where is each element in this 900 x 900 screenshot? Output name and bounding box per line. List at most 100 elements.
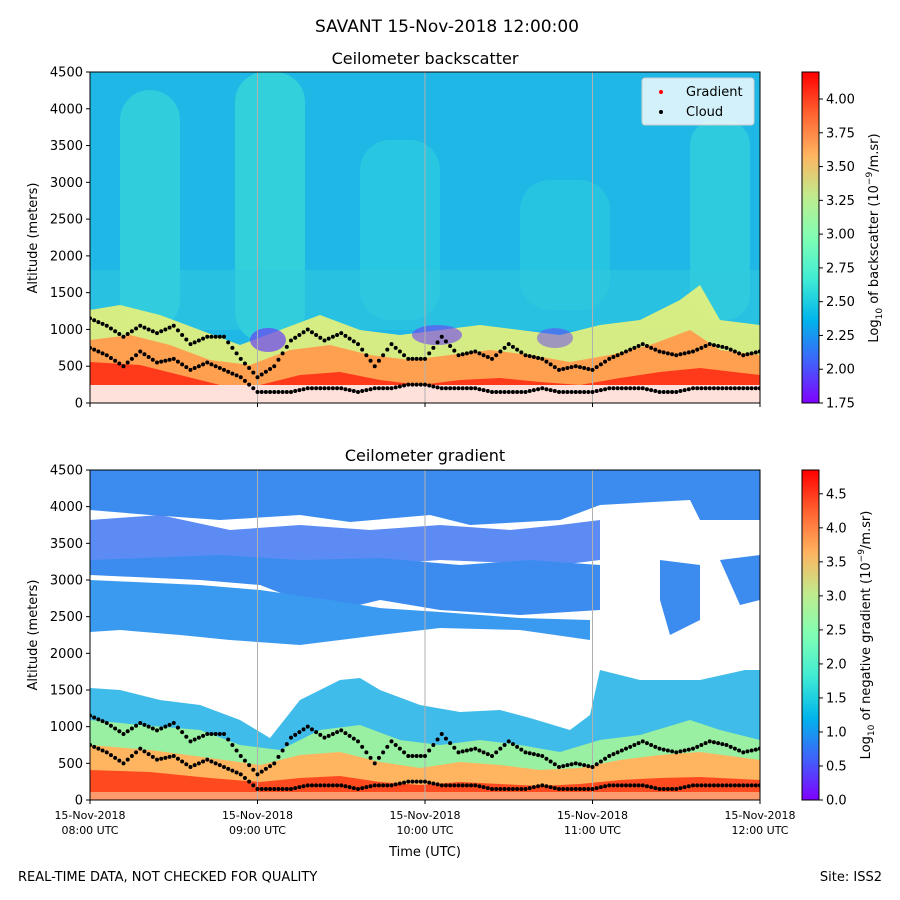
cloud-point xyxy=(360,347,365,352)
cloud-point xyxy=(716,741,721,746)
cloud-point xyxy=(724,345,729,350)
cloud-point xyxy=(113,755,118,760)
cloud-point xyxy=(272,787,277,791)
cloud-point xyxy=(753,747,758,752)
cloud-point xyxy=(741,783,746,788)
cloud-point xyxy=(682,748,687,753)
cloud-point xyxy=(519,747,524,752)
cloud-point xyxy=(510,742,515,747)
cloud-point xyxy=(351,389,356,394)
cloud-point xyxy=(519,787,524,791)
cloud-point xyxy=(565,787,570,791)
cloud-point xyxy=(749,783,754,788)
cloud-point xyxy=(418,754,423,758)
cloud-point xyxy=(314,332,319,337)
cloud-point xyxy=(372,364,377,369)
cloud-point xyxy=(108,355,113,360)
cloud-point xyxy=(695,347,700,352)
cloud-point xyxy=(368,358,373,363)
cloud-point xyxy=(222,732,226,736)
cloud-point xyxy=(234,770,239,775)
cloud-point xyxy=(385,386,390,391)
cloud-point xyxy=(167,754,172,759)
cloud-point xyxy=(582,787,587,791)
cloud-point xyxy=(230,768,235,773)
cloud-point xyxy=(138,746,143,751)
legend-cloud-label: Cloud xyxy=(686,105,723,120)
cloud-point xyxy=(686,784,691,789)
cloud-point xyxy=(427,383,432,388)
cloud-point xyxy=(217,334,222,339)
cloud-point xyxy=(657,389,662,394)
cloud-point xyxy=(150,329,155,334)
cloud-point xyxy=(464,783,469,788)
cloud-point xyxy=(674,787,679,791)
gradient-colorbar-label: Log10 of negative gradient (10−9/m.sr) xyxy=(857,511,877,760)
cloud-point xyxy=(577,365,582,370)
cloud-point xyxy=(301,387,306,392)
cloud-point xyxy=(720,742,725,747)
cloud-point xyxy=(155,728,159,733)
cloud-point xyxy=(678,352,683,357)
x-tick-label-time: 10:00 UTC xyxy=(396,824,453,837)
cloud-point xyxy=(661,747,666,752)
cloud-point xyxy=(268,366,273,371)
cloud-point xyxy=(594,389,599,394)
cloud-point xyxy=(644,387,649,392)
cloud-point xyxy=(276,754,281,759)
cloud-point xyxy=(724,386,729,391)
cloud-point xyxy=(632,743,637,747)
cloud-point xyxy=(268,764,273,769)
cloud-point xyxy=(565,366,570,371)
cloud-point xyxy=(737,386,742,391)
cloud-point xyxy=(565,763,570,768)
cloud-point xyxy=(142,722,147,727)
cloud-point xyxy=(272,761,277,766)
cloud-point xyxy=(272,389,277,394)
cloud-point xyxy=(268,389,273,394)
cloud-point xyxy=(364,750,369,755)
cloud-point xyxy=(92,347,97,352)
cloud-point xyxy=(381,783,386,788)
backscatter-y-tick-label: 1500 xyxy=(50,286,83,301)
cloud-point xyxy=(255,375,260,380)
cloud-point xyxy=(134,326,139,331)
cloud-point xyxy=(460,352,465,357)
cloud-point xyxy=(318,732,323,737)
cloud-point xyxy=(322,386,327,391)
x-tick-label-time: 12:00 UTC xyxy=(731,824,788,837)
cloud-point xyxy=(448,343,453,348)
cloud-point xyxy=(276,389,281,394)
cloud-point xyxy=(649,785,654,790)
cloud-point xyxy=(561,366,566,371)
cloud-point xyxy=(125,757,130,762)
cloud-point xyxy=(586,366,591,371)
gradient-colorbar-tick-label: 4.5 xyxy=(826,487,847,502)
cloud-point xyxy=(477,784,482,789)
footer-site: Site: ISS2 xyxy=(819,870,882,885)
cloud-point xyxy=(226,766,231,771)
cloud-point xyxy=(209,732,214,736)
cloud-point xyxy=(314,730,319,735)
cloud-point xyxy=(682,785,687,790)
cloud-point xyxy=(523,389,528,394)
cloud-point xyxy=(192,366,197,371)
cloud-point xyxy=(171,356,176,361)
cloud-point xyxy=(351,786,356,791)
cloud-point xyxy=(439,783,444,788)
cloud-point xyxy=(473,783,478,788)
cloud-point xyxy=(335,386,340,391)
gradient-colorbar-tick-label: 4.0 xyxy=(826,521,847,536)
cloud-point xyxy=(410,754,415,758)
cloud-point xyxy=(732,349,737,354)
cloud-point xyxy=(343,387,348,392)
cloud-point xyxy=(280,787,285,791)
cloud-point xyxy=(414,754,419,758)
cloud-point xyxy=(536,387,541,392)
cloud-point xyxy=(732,386,737,391)
cloud-point xyxy=(247,779,252,784)
cloud-point xyxy=(113,329,118,334)
cloud-point xyxy=(96,717,101,722)
cloud-point xyxy=(121,761,126,766)
cloud-point xyxy=(494,389,499,394)
